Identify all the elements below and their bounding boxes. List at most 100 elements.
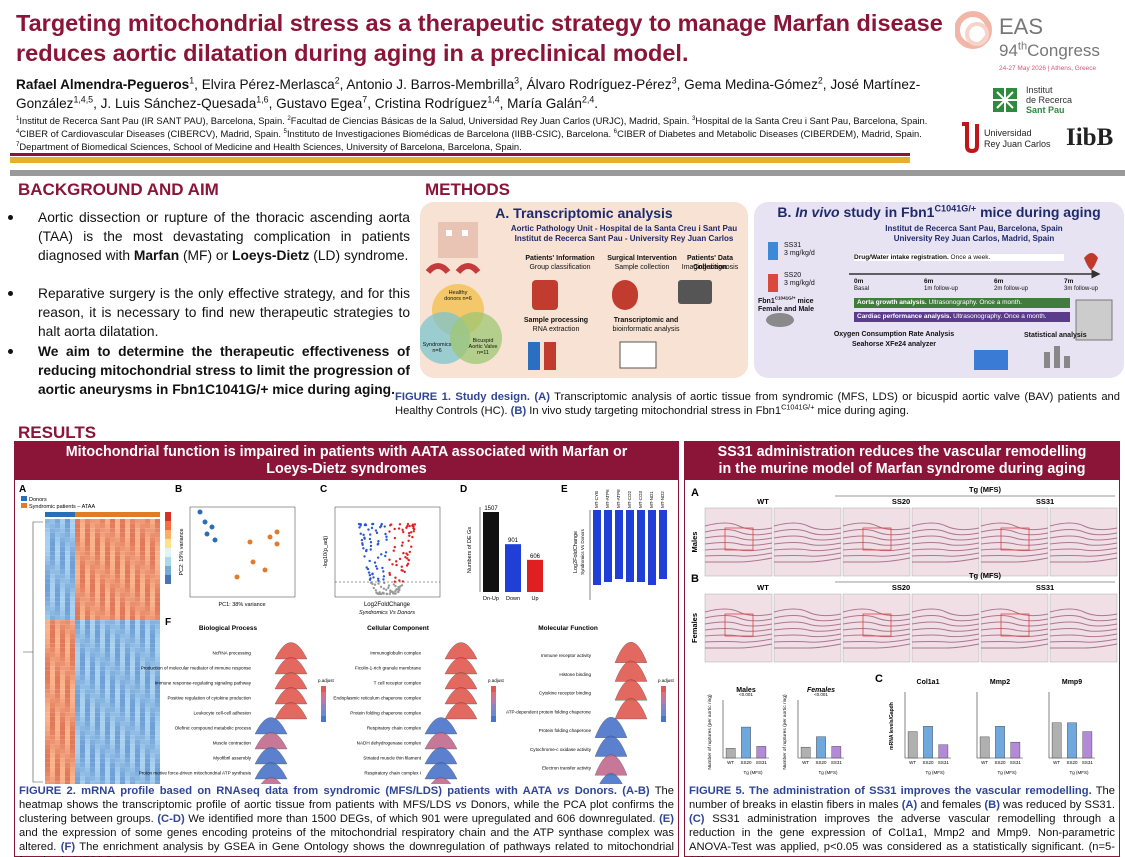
volcano-point — [408, 550, 411, 554]
text-run: Female and Male — [758, 306, 815, 313]
volcano-point — [409, 531, 413, 534]
legend-scale — [491, 704, 496, 710]
text-run: (LD) syndrome. — [309, 248, 409, 263]
volcano-point — [392, 549, 395, 552]
volcano-point — [388, 530, 391, 533]
elastin-fiber — [842, 552, 911, 557]
volcano-point — [372, 586, 376, 590]
volcano-point — [380, 522, 383, 526]
elastin-fiber — [1049, 547, 1118, 552]
pca-point — [262, 567, 268, 573]
chart-title: Mmp9 — [1062, 679, 1082, 686]
elastin-fiber — [911, 608, 980, 617]
bar — [907, 731, 918, 759]
term-label: Striated muscle thin filament — [363, 756, 421, 761]
ridge — [614, 679, 648, 701]
zoom-box — [1000, 613, 1030, 637]
text-run: The heatmap shows the transcriptomic pro… — [19, 785, 674, 811]
volcano-point — [376, 542, 380, 545]
axis — [722, 700, 769, 759]
volcano-point — [407, 539, 410, 542]
volcano-point — [385, 588, 388, 591]
drug: SS31 3 mg/kg/d — [784, 242, 815, 258]
elastin-fiber — [704, 557, 773, 563]
panel-art — [766, 242, 1113, 370]
micrograph — [1049, 593, 1118, 663]
bullet: Reparative surgery is the only effective… — [8, 284, 410, 341]
volcano-point — [393, 527, 396, 531]
elastin-fiber — [705, 643, 773, 649]
volcano-point — [385, 538, 388, 541]
text-line: Rey Juan Carlos — [984, 139, 1051, 149]
legend-swatch — [21, 503, 27, 508]
bar — [923, 726, 933, 759]
legend-scale — [661, 716, 666, 722]
bar — [831, 746, 842, 759]
text-run: and females — [917, 799, 985, 811]
x-tick-label: Up — [531, 596, 538, 602]
volcano-point — [366, 567, 370, 571]
text-run: , José Martínez-González — [16, 77, 921, 111]
legend-scale — [491, 710, 496, 716]
volcano-point — [407, 531, 411, 535]
volcano-point — [359, 524, 362, 527]
legend-title: p.adjust — [318, 678, 335, 683]
text-run: mice during aging — [976, 204, 1101, 220]
elastin-fiber — [842, 522, 911, 531]
volcano-point — [362, 533, 365, 537]
legend-title: p.adjust — [488, 678, 505, 683]
legend-label: Syndromic patients – ATAA — [29, 504, 95, 510]
text-line: Female and Male — [758, 306, 814, 314]
volcano-point — [406, 525, 409, 528]
elastin-fiber — [704, 535, 773, 541]
ridge — [594, 754, 628, 776]
term-label: Cytokine receptor binding — [539, 691, 592, 696]
bar — [615, 510, 623, 579]
heatmap — [45, 519, 160, 784]
elastin-fiber — [773, 633, 842, 638]
elastin-fiber — [704, 638, 773, 643]
chart-title: Mmp2 — [990, 679, 1010, 686]
axis-label: PC1: 38% variance — [218, 602, 265, 608]
text-run: . — [594, 96, 599, 111]
color-scale — [165, 512, 171, 521]
text-line: SS20 — [784, 272, 802, 279]
term-label: Immunoglobulin complex — [370, 651, 422, 656]
term-label: NADH dehydrogenase complex — [357, 741, 422, 746]
volcano-point — [369, 548, 372, 551]
volcano-point — [407, 558, 411, 562]
volcano-point — [388, 573, 392, 577]
elastin-fiber — [1049, 633, 1118, 638]
volcano-point — [362, 547, 365, 550]
ridge — [444, 657, 478, 675]
volcano-point — [412, 530, 415, 533]
term-label: Protein folding chaperone complex — [350, 711, 421, 716]
bar — [637, 510, 645, 582]
text-run: , Álvaro Rodríguez-Pérez — [519, 77, 672, 92]
volcano-point — [377, 579, 380, 582]
elastin-fiber — [980, 608, 1049, 617]
aorta-bar: Aorta growth analysis. Ultrasonography. … — [854, 298, 1070, 308]
volcano-point — [382, 591, 385, 595]
volcano-point — [368, 559, 371, 563]
elastin-fiber — [843, 643, 911, 649]
volcano-point — [377, 582, 380, 585]
volcano-point — [380, 553, 383, 556]
group-label: Tg (MFS) — [969, 485, 1002, 494]
elastin-fiber — [912, 643, 980, 649]
elastin-fiber — [1049, 615, 1118, 622]
elastin-fiber — [773, 552, 842, 557]
volcano-point — [394, 584, 397, 588]
volcano-point — [403, 570, 406, 574]
x-tick-label: SS20 — [994, 760, 1006, 765]
ridge — [599, 773, 623, 784]
volcano-point — [371, 572, 374, 575]
ocr: Oxygen Consumption Rate Analysis Seahorse… — [824, 330, 964, 350]
panel-letter: B — [691, 573, 699, 585]
micrograph — [704, 507, 773, 577]
elastin-fiber — [842, 529, 911, 536]
legend-scale — [321, 686, 326, 692]
text-run: 1,6 — [256, 94, 269, 105]
volcano-point — [401, 528, 404, 532]
